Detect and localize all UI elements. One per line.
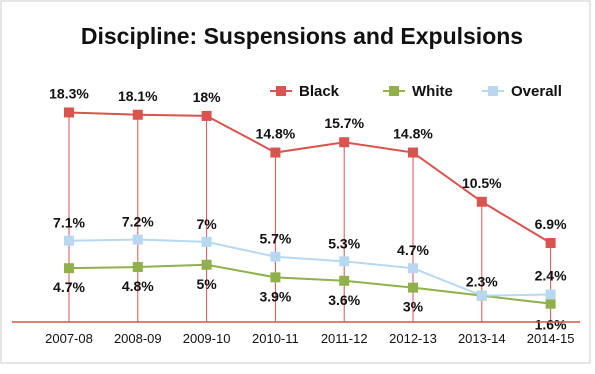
data-label-overall: 4.7% — [397, 242, 429, 258]
data-label-overall: 5.3% — [328, 235, 360, 251]
data-point-overall — [132, 234, 143, 245]
data-point-black — [201, 110, 212, 121]
data-label-overall: 7.2% — [122, 214, 154, 230]
x-axis-tick-labels: 2007-08 2008-09 2009-10 2010-11 2011-12 2012-… — [45, 331, 574, 346]
data-point-black — [545, 237, 556, 248]
data-label-white: 4.8% — [122, 278, 154, 294]
data-point-overall — [64, 235, 74, 246]
data-point-overall — [201, 236, 212, 247]
data-labels: 18.3% 18.1% 18% 14.8% 15.7% 14.8% 10.5% 6.9% 4.7… — [49, 85, 567, 332]
x-tick-label: 2008-09 — [114, 331, 162, 346]
data-point-black — [270, 147, 281, 158]
x-tick-label: 2013-14 — [458, 331, 506, 346]
legend-swatch-marker — [389, 86, 399, 96]
data-point-white — [201, 259, 212, 270]
data-point-overall — [476, 290, 487, 301]
legend: Black White Overall — [270, 83, 562, 100]
data-point-overall — [545, 289, 556, 300]
data-point-overall — [339, 256, 350, 267]
x-tick-label: 2011-12 — [321, 331, 368, 346]
legend-label: White — [412, 83, 453, 100]
series-line-white — [68, 263, 551, 305]
data-point-white — [132, 262, 143, 273]
data-point-white — [270, 272, 281, 283]
series-line-overall — [68, 238, 551, 297]
legend-label: Overall — [511, 83, 562, 100]
legend-label: Black — [299, 83, 340, 100]
data-label-black: 14.8% — [393, 126, 433, 142]
data-point-overall — [408, 263, 418, 274]
data-label-white: 5% — [196, 276, 217, 292]
data-label-black: 18.3% — [49, 85, 89, 101]
drop-lines — [68, 112, 552, 322]
data-point-black — [408, 147, 418, 158]
series-line-black — [68, 111, 552, 244]
data-label-overall: 7% — [196, 216, 217, 232]
data-label-white: 3.9% — [259, 288, 291, 304]
data-point-black — [476, 196, 487, 207]
data-point-black — [339, 137, 350, 148]
data-label-black: 10.5% — [462, 175, 502, 191]
data-label-black: 18.1% — [118, 88, 158, 104]
data-label-black: 18% — [193, 89, 222, 105]
data-label-overall: 7.1% — [53, 215, 85, 231]
x-tick-label: 2014-15 — [527, 331, 575, 346]
data-label-black: 15.7% — [324, 115, 364, 131]
data-label-black: 14.8% — [256, 126, 296, 142]
x-tick-label: 2012-13 — [389, 331, 437, 346]
data-point-overall — [270, 251, 281, 262]
legend-swatch-marker — [488, 86, 498, 96]
legend-swatch-marker — [276, 86, 286, 96]
data-label-overall: 2.4% — [535, 268, 567, 284]
series-markers — [64, 107, 556, 309]
series-lines — [68, 111, 552, 305]
data-label-white: 4.7% — [53, 279, 85, 295]
data-point-white — [408, 282, 418, 293]
data-label-black: 6.9% — [535, 216, 567, 232]
chart-title: Discipline: Suspensions and Expulsions — [81, 23, 523, 49]
chart-border — [0, 0, 591, 364]
x-tick-label: 2009-10 — [183, 331, 231, 346]
data-label-overall: 5.7% — [259, 231, 291, 247]
data-label-white: 3% — [403, 299, 424, 315]
x-tick-label: 2007-08 — [45, 331, 93, 346]
x-tick-label: 2010-11 — [252, 331, 299, 346]
data-point-white — [64, 263, 74, 274]
data-point-white — [545, 298, 556, 309]
data-label-white: 3.6% — [328, 292, 360, 308]
data-label-white: 2.3% — [466, 274, 498, 290]
data-label-white: 1.6% — [535, 317, 567, 333]
data-point-black — [132, 109, 143, 120]
data-point-white — [339, 275, 350, 286]
data-point-black — [64, 107, 74, 118]
